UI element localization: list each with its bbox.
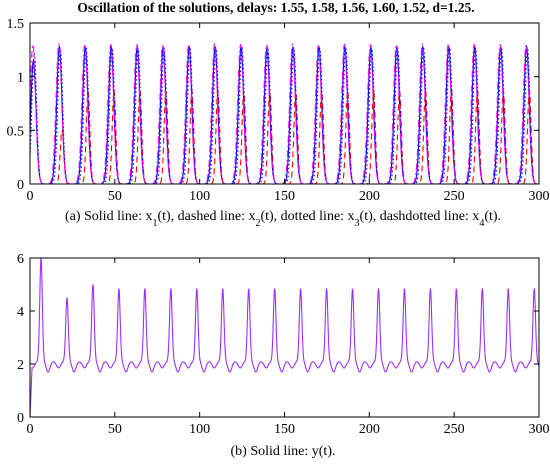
plot-b-ticks: 0 50 100 150 200 250 300 0 2 4 6 [17,252,550,437]
plot-a-xtick-label: 200 [359,189,380,204]
plot-a-xtick-label: 300 [529,189,550,204]
caption-b: (b) Solid line: y(t). [231,444,336,459]
plot-a-ytick-label: 0 [17,178,24,193]
plot-a-ytick-label: 1 [17,71,24,86]
series-x3-line [29,46,539,185]
plot-a-xtick-label: 250 [444,189,465,204]
series-y-line [29,258,540,418]
plot-b-ytick-label: 2 [17,358,24,373]
plot-b-xtick-label: 0 [27,422,34,437]
plot-a-xtick-label: 100 [189,189,210,204]
plot-a-ytick-label: 0.5 [7,124,25,139]
caption-a: (a) Solid line: x1(t), dashed line: x2(t… [65,209,501,229]
plot-a-ytick-label: 1.5 [7,17,25,32]
plot-b-xtick-label: 100 [189,422,210,437]
plot-b-ytick-label: 4 [17,305,24,320]
plot-b-xtick-label: 250 [444,422,465,437]
plot-b-ytick-label: 0 [17,411,24,426]
figure-title: Oscillation of the solutions, delays: 1.… [77,0,474,15]
plot-a-xtick-label: 50 [108,189,122,204]
plot-b-xtick-label: 50 [108,422,122,437]
plot-b-xtick-label: 200 [359,422,380,437]
series-x1-line [29,44,539,185]
plot-b-lines [29,258,540,418]
panel-a: 0 50 100 150 200 250 300 0 0.5 1 1.5 [7,17,550,204]
plot-b-ytick-label: 6 [17,252,24,267]
plot-b-xtick-label: 300 [529,422,550,437]
plot-b-xtick-label: 150 [274,422,295,437]
panel-b: 0 50 100 150 200 250 300 0 2 4 6 [17,252,550,437]
plot-a-lines [29,42,540,185]
plot-a-xtick-label: 0 [27,189,34,204]
plot-a-xtick-label: 150 [274,189,295,204]
plot-a-ticks: 0 50 100 150 200 250 300 0 0.5 1 1.5 [7,17,550,204]
plot-b-frame [29,257,540,418]
series-x2-line [30,89,539,185]
